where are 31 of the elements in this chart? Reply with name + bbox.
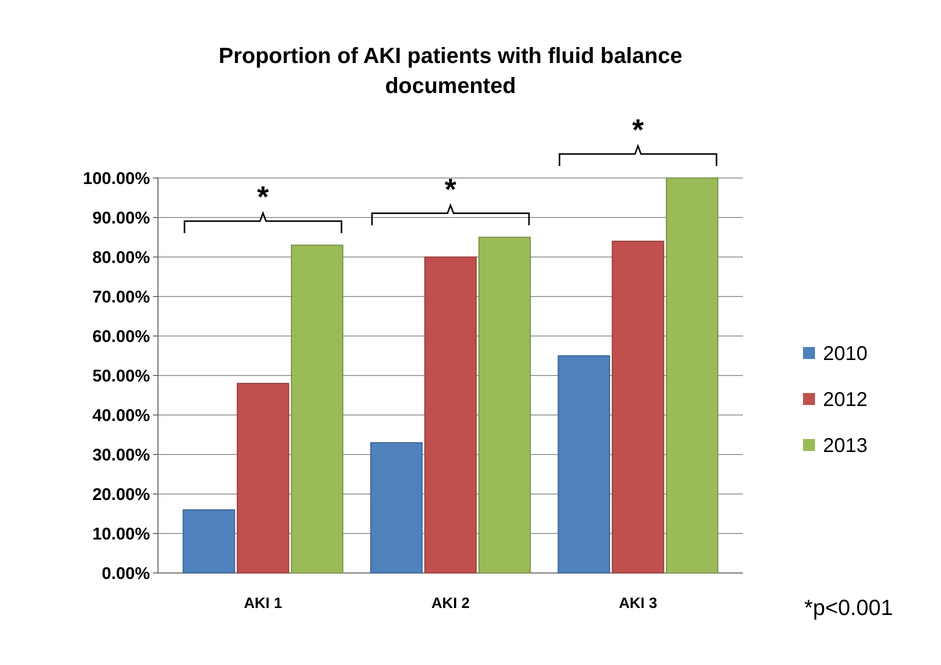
x-tick-label: AKI 2 (431, 595, 470, 612)
bar (558, 355, 610, 574)
y-tick-label: 10.00% (92, 524, 150, 544)
y-tick-label: 0.00% (102, 564, 150, 583)
y-tick-label: 30.00% (92, 445, 150, 464)
bar (478, 236, 531, 574)
bar (236, 382, 290, 574)
y-tick-label: 100.00% (82, 168, 150, 188)
bar (424, 256, 477, 574)
legend-label: 2012 (823, 389, 868, 411)
bar (612, 240, 664, 574)
y-tick-label: 20.00% (92, 484, 150, 504)
text: *p<0.001 (804, 595, 893, 620)
y-tick-label: 60.00% (92, 326, 150, 346)
legend-label: 2010 (823, 343, 868, 365)
y-tick-label: 70.00% (92, 287, 150, 306)
bar (182, 509, 236, 574)
bar (290, 244, 344, 574)
bar (370, 442, 423, 574)
x-tick-label: AKI 1 (244, 595, 282, 612)
text: * (632, 114, 644, 147)
annotation: * (444, 173, 457, 206)
y-tick-label: 90.00% (92, 208, 150, 228)
y-tick-label: 80.00% (92, 248, 150, 267)
x-tick-label: AKI 3 (618, 595, 658, 612)
y-tick-label: 40.00% (92, 406, 150, 425)
annotation: * (257, 181, 270, 214)
chart-title: Proportion of AKI patients with fluid balance documented (218, 43, 682, 98)
bar (666, 178, 718, 574)
legend-label: 2013 (823, 435, 868, 457)
y-tick-label: 50.00% (92, 366, 150, 386)
